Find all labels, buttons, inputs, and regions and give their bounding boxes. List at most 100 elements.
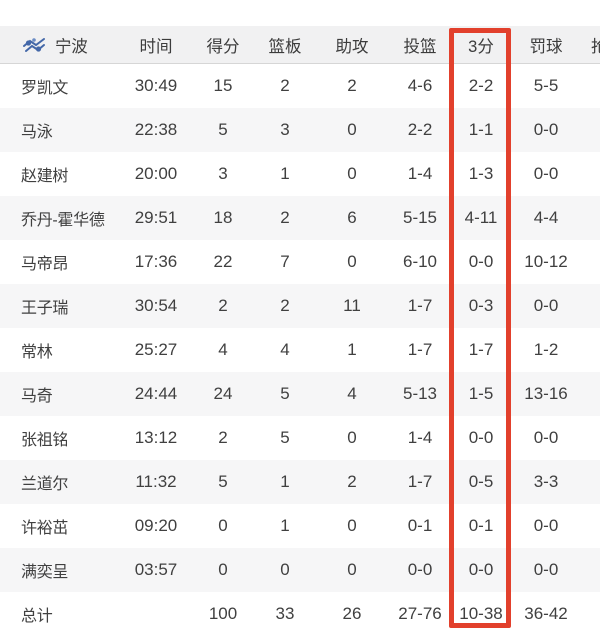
fg-value: 1-4 <box>407 164 433 183</box>
column-header-time: 时间 <box>139 37 173 56</box>
fg-value: 0-0 <box>407 560 433 579</box>
freethrows-value: 1-2 <box>533 340 559 359</box>
threes-value: 0-0 <box>468 560 494 579</box>
assists-value: 0 <box>347 164 357 183</box>
freethrows-value: 0-0 <box>533 164 559 183</box>
fg-value: 5-13 <box>402 384 438 403</box>
time-value: 17:36 <box>134 252 178 271</box>
threes-value: 10-38 <box>459 604 503 623</box>
player-name: 乔丹-霍华德 <box>21 212 105 229</box>
assists-value: 0 <box>347 428 357 447</box>
player-row[interactable]: 马帝昂 17:36 22 7 0 6-10 0-0 10-12 <box>0 240 600 284</box>
column-header-assists: 助攻 <box>335 37 369 56</box>
time-value: 25:27 <box>134 340 178 359</box>
points-value: 0 <box>218 516 228 535</box>
assists-value: 0 <box>347 252 357 271</box>
points-value: 22 <box>213 252 233 271</box>
time-value: 13:12 <box>134 428 178 447</box>
rebounds-value: 0 <box>280 560 290 579</box>
player-row[interactable]: 罗凯文 30:49 15 2 2 4-6 2-2 5-5 <box>0 64 600 108</box>
points-value: 18 <box>213 208 233 227</box>
rebounds-value: 3 <box>280 120 290 139</box>
player-row[interactable]: 王子瑞 30:54 2 2 11 1-7 0-3 0-0 <box>0 284 600 328</box>
points-value: 100 <box>208 604 238 623</box>
points-value: 3 <box>218 164 228 183</box>
freethrows-value: 13-16 <box>524 384 568 403</box>
fg-value: 1-7 <box>407 340 433 359</box>
player-row[interactable]: 马泳 22:38 5 3 0 2-2 1-1 0-0 <box>0 108 600 152</box>
column-header-threes: 3分 <box>468 37 494 56</box>
assists-value: 26 <box>342 604 362 623</box>
assists-value: 0 <box>347 516 357 535</box>
player-name: 王子瑞 <box>21 300 69 317</box>
points-value: 4 <box>218 340 228 359</box>
player-name: 常林 <box>21 344 53 361</box>
assists-value: 0 <box>347 560 357 579</box>
fg-value: 4-6 <box>407 76 433 95</box>
freethrows-value: 0-0 <box>533 516 559 535</box>
player-row[interactable]: 乔丹-霍华德 29:51 18 2 6 5-15 4-11 4-4 <box>0 196 600 240</box>
fg-value: 27-76 <box>398 604 442 623</box>
fg-value: 5-15 <box>402 208 438 227</box>
fg-value: 1-4 <box>407 428 433 447</box>
points-value: 5 <box>218 120 228 139</box>
threes-value: 1-3 <box>468 164 494 183</box>
time-value: 20:00 <box>134 164 178 183</box>
freethrows-value: 5-5 <box>533 76 559 95</box>
threes-value: 1-1 <box>468 120 494 139</box>
threes-value: 2-2 <box>468 76 494 95</box>
rebounds-value: 1 <box>280 164 290 183</box>
points-value: 15 <box>213 76 233 95</box>
rebounds-value: 4 <box>280 340 290 359</box>
column-header-freethrows: 罚球 <box>529 37 563 56</box>
player-name: 兰道尔 <box>21 476 69 493</box>
player-row[interactable]: 常林 25:27 4 4 1 1-7 1-7 1-2 <box>0 328 600 372</box>
threes-value: 0-0 <box>468 428 494 447</box>
assists-value: 2 <box>347 472 357 491</box>
freethrows-value: 36-42 <box>524 604 568 623</box>
assists-value: 1 <box>347 340 357 359</box>
rebounds-value: 1 <box>280 516 290 535</box>
freethrows-value: 0-0 <box>533 428 559 447</box>
player-name: 马泳 <box>21 124 53 141</box>
rebounds-value: 5 <box>280 384 290 403</box>
freethrows-value: 4-4 <box>533 208 559 227</box>
time-value: 03:57 <box>134 560 178 579</box>
assists-value: 0 <box>347 120 357 139</box>
fg-value: 2-2 <box>407 120 433 139</box>
assists-value: 6 <box>347 208 357 227</box>
player-row[interactable]: 兰道尔 11:32 5 1 2 1-7 0-5 3-3 <box>0 460 600 504</box>
time-value: 30:54 <box>134 296 178 315</box>
team-name: 宁波 <box>55 37 88 56</box>
column-header-steals: 抢断 <box>591 37 600 56</box>
table-header: 宁波 时间 得分 篮板 助攻 投篮 3分 罚球 抢断 <box>0 26 600 64</box>
column-header-rebounds: 篮板 <box>268 37 302 56</box>
rebounds-value: 1 <box>280 472 290 491</box>
points-value: 0 <box>218 560 228 579</box>
time-value: 11:32 <box>135 472 177 491</box>
freethrows-value: 3-3 <box>533 472 559 491</box>
rebounds-value: 2 <box>280 296 290 315</box>
player-name: 马奇 <box>21 388 53 405</box>
player-row[interactable]: 赵建树 20:00 3 1 0 1-4 1-3 0-0 <box>0 152 600 196</box>
rebounds-value: 5 <box>280 428 290 447</box>
freethrows-value: 10-12 <box>524 252 568 271</box>
totals-row: 总计 100 33 26 27-76 10-38 36-42 <box>0 592 600 635</box>
threes-value: 0-5 <box>468 472 494 491</box>
table-body: 罗凯文 30:49 15 2 2 4-6 2-2 5-5 马泳 22:38 5 … <box>0 64 600 635</box>
points-value: 5 <box>218 472 228 491</box>
player-name: 张祖铭 <box>21 432 69 449</box>
team-header-cell: 宁波 <box>0 33 120 57</box>
rebounds-value: 2 <box>280 76 290 95</box>
player-row[interactable]: 张祖铭 13:12 2 5 0 1-4 0-0 0-0 <box>0 416 600 460</box>
column-header-fg: 投篮 <box>403 37 437 56</box>
player-row[interactable]: 马奇 24:44 24 5 4 5-13 1-5 13-16 <box>0 372 600 416</box>
time-value: 29:51 <box>134 208 178 227</box>
player-row[interactable]: 满奕呈 03:57 0 0 0 0-0 0-0 0-0 <box>0 548 600 592</box>
team-logo-icon <box>21 34 47 56</box>
time-value: 09:20 <box>134 516 178 535</box>
time-value: 24:44 <box>134 384 178 403</box>
player-row[interactable]: 许裕茁 09:20 0 1 0 0-1 0-1 0-0 <box>0 504 600 548</box>
threes-value: 0-1 <box>468 516 494 535</box>
